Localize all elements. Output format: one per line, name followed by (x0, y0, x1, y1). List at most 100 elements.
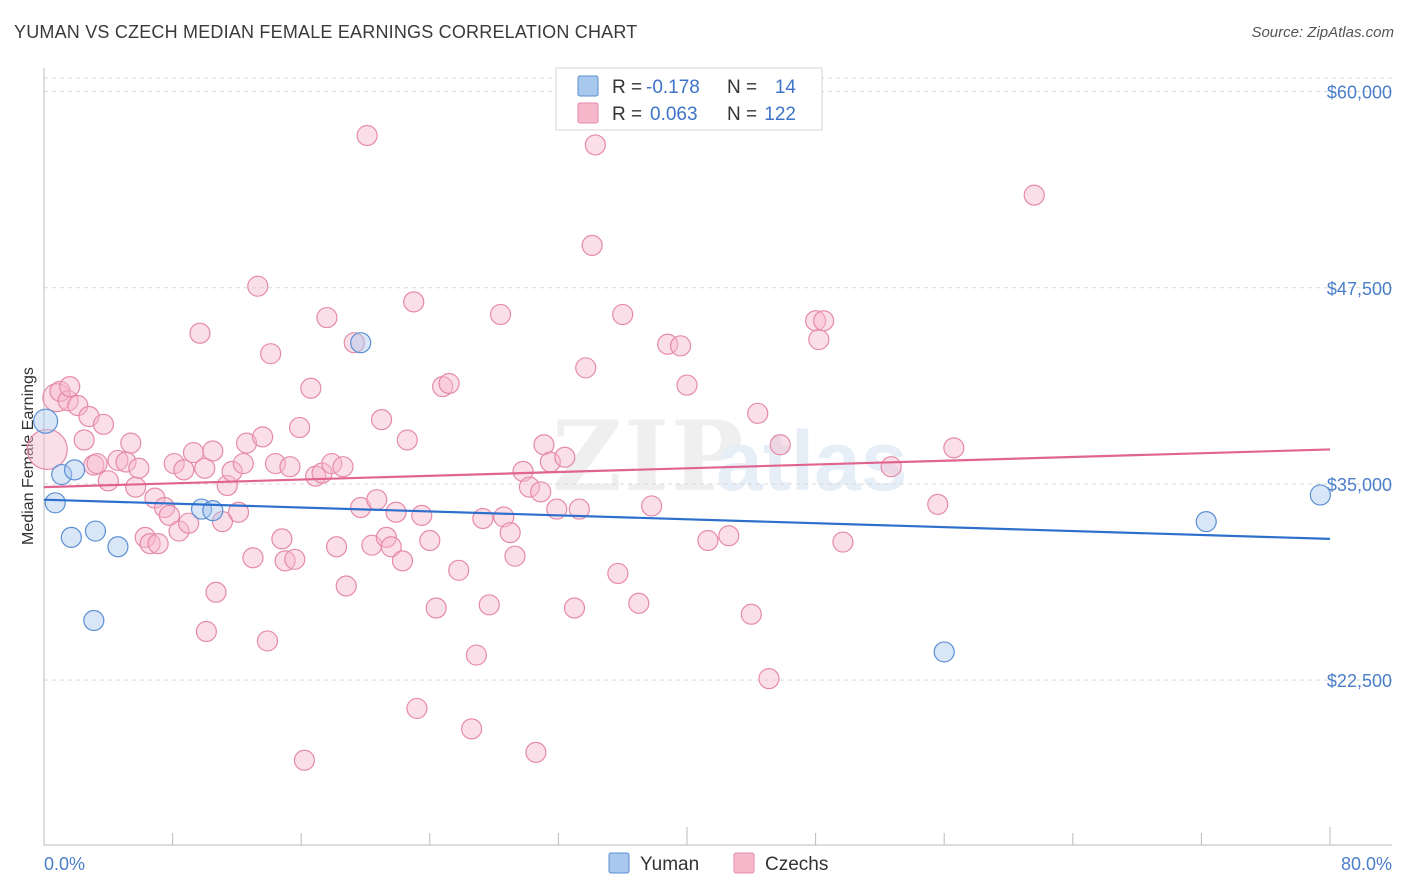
czech-points (26, 124, 1045, 771)
czechs-point (512, 460, 534, 483)
y-tick-label: $47,500 (1327, 279, 1392, 299)
czechs-point (758, 668, 780, 690)
y-tick-label: $22,500 (1327, 671, 1392, 691)
czechs-point (260, 343, 282, 365)
watermark-zip: ZIP (552, 400, 745, 513)
czechs-point (568, 498, 590, 520)
czechs-point (769, 434, 791, 456)
legend-n-value-czechs: 122 (764, 104, 796, 125)
czechs-point (189, 322, 211, 344)
yuman-point (84, 520, 107, 542)
czechs-point (581, 234, 603, 256)
czechs-point (256, 630, 279, 652)
czech-trend-line (43, 448, 1331, 489)
czechs-point (178, 512, 200, 534)
legend-r-label-yuman: R = (612, 77, 642, 98)
yuman-trend-line (43, 498, 1331, 541)
legend-swatch-yuman (577, 75, 599, 97)
czechs-point (438, 372, 460, 395)
czechs-point (628, 592, 650, 614)
czechs-point (26, 428, 68, 471)
legend-box (555, 67, 823, 131)
czechs-point (425, 597, 447, 619)
grid (44, 77, 1392, 681)
czechs-point (120, 432, 142, 454)
czechs-point (67, 394, 89, 417)
czechs-point (73, 429, 95, 451)
czechs-point (669, 335, 692, 357)
czechs-point (284, 548, 306, 570)
czechs-point (504, 545, 526, 567)
czechs-point (59, 376, 81, 398)
czechs-point (300, 377, 322, 399)
yuman-point (107, 536, 129, 558)
czechs-point (316, 306, 338, 329)
yuman-point (83, 609, 105, 632)
czechs-point (808, 328, 830, 351)
czechs-point (227, 501, 250, 523)
czechs-point (107, 449, 129, 472)
czechs-point (411, 504, 433, 526)
y-tick-label: $60,000 (1327, 83, 1392, 103)
czechs-point (478, 594, 500, 616)
czechs-point (419, 529, 441, 552)
czechs-point (530, 481, 552, 503)
czechs-point (325, 536, 348, 558)
czechs-point (279, 456, 301, 478)
czechs-point (242, 547, 264, 569)
czechs-point (448, 559, 470, 581)
czechs-point (205, 581, 227, 603)
bottom-legend-label-czechs: Czechs (765, 854, 828, 875)
czechs-point (832, 531, 854, 553)
x-tick-label-max: 80.0% (1341, 854, 1392, 874)
czechs-point (343, 332, 365, 354)
czechs-point (380, 536, 402, 558)
source-label: Source: ZipAtlas.com (1251, 24, 1394, 41)
czechs-point (202, 440, 224, 462)
yuman-point (44, 492, 66, 514)
yuman-point (60, 526, 82, 548)
czechs-point (880, 456, 902, 478)
czechs-point (335, 575, 357, 597)
legend-n-label-yuman: N = (727, 77, 757, 98)
czechs-point (235, 432, 258, 454)
czechs-point (718, 525, 740, 547)
y-tick-label: $35,000 (1327, 475, 1392, 495)
legend-n-label-czechs: N = (727, 104, 757, 125)
czechs-point (518, 476, 541, 498)
czechs-point (271, 528, 293, 550)
watermark-atlas: atlas (716, 414, 907, 508)
czechs-point (525, 741, 547, 763)
czechs-point (92, 413, 115, 435)
legend: R = -0.178 N = 14 R = 0.063 N = 122 (555, 67, 823, 131)
czechs-point (460, 718, 483, 740)
yuman-point (63, 459, 86, 481)
czechs-point (332, 456, 354, 478)
legend-r-value-czechs: 0.063 (650, 104, 698, 125)
czechs-point (147, 533, 169, 555)
yuman-point (33, 408, 59, 434)
watermark: ZIP atlas (552, 400, 907, 513)
czechs-point (943, 437, 965, 459)
czechs-point (697, 529, 719, 552)
czechs-point (499, 522, 521, 544)
czechs-point (1023, 184, 1045, 206)
x-tick-label-min: 0.0% (44, 854, 85, 874)
axes (43, 68, 1392, 846)
czechs-point (554, 446, 576, 468)
czechs-point (927, 493, 949, 515)
czechs-point (139, 533, 161, 555)
czechs-point (489, 303, 512, 326)
czechs-point (97, 470, 119, 492)
czechs-point (676, 374, 698, 396)
czechs-point (403, 291, 425, 313)
czechs-point (641, 495, 663, 517)
chart-title: YUMAN VS CZECH MEDIAN FEMALE EARNINGS CO… (14, 22, 638, 42)
yuman-point (1309, 484, 1331, 506)
czechs-point (740, 603, 762, 625)
czechs-point (288, 416, 311, 439)
czechs-point (584, 134, 606, 156)
czechs-point (747, 402, 769, 424)
legend-r-label-czechs: R = (612, 104, 642, 125)
